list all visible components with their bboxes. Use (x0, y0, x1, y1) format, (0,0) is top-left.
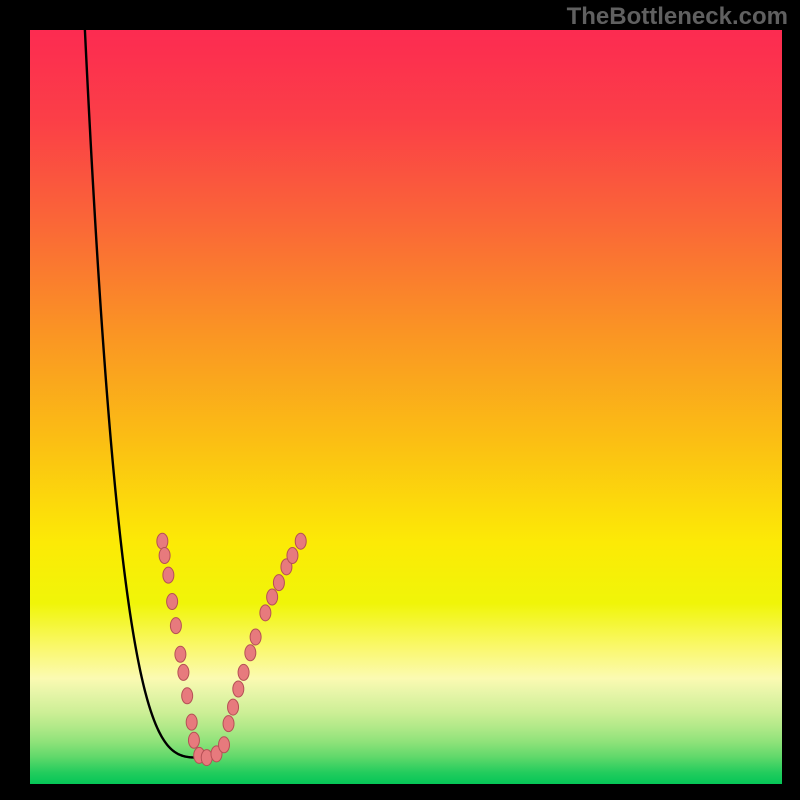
curve-marker (175, 646, 186, 662)
gradient-background (30, 30, 782, 784)
curve-marker (238, 664, 249, 680)
frame-border (0, 784, 800, 800)
curve-marker (273, 575, 284, 591)
curve-marker (182, 688, 193, 704)
curve-marker (201, 750, 212, 766)
curve-marker (157, 533, 168, 549)
curve-marker (287, 548, 298, 564)
curve-marker (167, 594, 178, 610)
curve-marker (245, 645, 256, 661)
curve-marker (188, 732, 199, 748)
curve-marker (295, 533, 306, 549)
watermark-text: TheBottleneck.com (567, 3, 788, 31)
curve-marker (178, 664, 189, 680)
curve-marker (159, 548, 170, 564)
frame-border (0, 0, 30, 800)
curve-marker (233, 681, 244, 697)
curve-marker (260, 605, 271, 621)
frame-border (782, 0, 800, 800)
curve-marker (223, 716, 234, 732)
curve-marker (267, 589, 278, 605)
plot-svg (0, 0, 800, 800)
curve-marker (186, 714, 197, 730)
curve-marker (228, 699, 239, 715)
curve-marker (219, 737, 230, 753)
curve-marker (250, 629, 261, 645)
curve-marker (163, 567, 174, 583)
curve-marker (170, 618, 181, 634)
